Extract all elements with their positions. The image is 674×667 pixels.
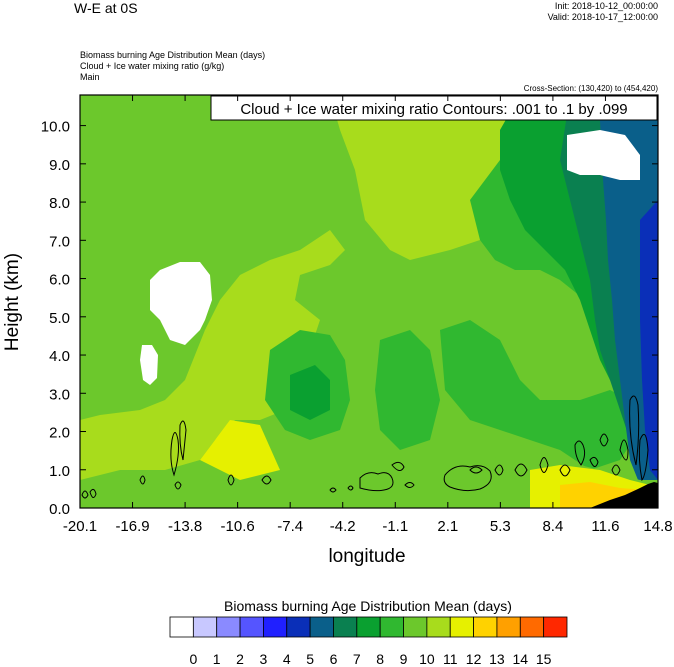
colorbar-box xyxy=(403,616,428,638)
colorbar-box xyxy=(169,616,194,638)
colorbar-label: 8 xyxy=(376,651,384,667)
x-tick-label: -10.6 xyxy=(221,518,255,535)
colorbar-label: 9 xyxy=(400,651,408,667)
y-tick-label: 3.0 xyxy=(49,386,70,403)
colorbar-box xyxy=(192,616,218,638)
cloud-contours xyxy=(81,395,649,499)
colorbar-title: Biomass burning Age Distribution Mean (d… xyxy=(224,598,512,614)
colorbar-label: 1 xyxy=(213,651,221,667)
x-tick-label: -7.4 xyxy=(277,518,303,535)
colorbar-box xyxy=(333,616,358,638)
contour-info-text: Cloud + Ice water mixing ratio Contours:… xyxy=(240,101,627,118)
age-field-shading xyxy=(80,95,658,508)
contour-info-box xyxy=(210,95,658,121)
y-tick-label: 9.0 xyxy=(49,157,70,174)
field-label-cloud: Cloud + Ice water mixing ratio (g/kg) xyxy=(80,61,225,71)
cross-section-label: Cross-Section: (130,420) to (454,420) xyxy=(523,84,658,93)
y-tick-label: 8.0 xyxy=(49,195,70,212)
y-tick-label: 10.0 xyxy=(41,119,70,136)
y-axis-label: Height (km) xyxy=(2,253,23,351)
init-time: Init: 2018-10-12_00:00:00 xyxy=(554,1,658,11)
field-label-age: Biomass burning Age Distribution Mean (d… xyxy=(80,50,266,60)
colorbar-box xyxy=(543,616,568,638)
colorbar-box xyxy=(263,616,288,638)
colorbar-box xyxy=(519,616,545,638)
colorbar-label: 11 xyxy=(443,651,458,667)
field-label-main: Main xyxy=(80,72,100,82)
y-tick-label: 1.0 xyxy=(49,463,70,480)
y-axis-ticks: 0.0 1.0 2.0 3.0 4.0 5.0 6.0 7.0 8.0 9.0 10.0 xyxy=(41,119,658,518)
colorbar-box xyxy=(473,616,498,638)
colorbar-box xyxy=(496,616,521,638)
colorbar-box xyxy=(286,616,311,638)
y-tick-label: 6.0 xyxy=(49,272,70,289)
colorbar-box xyxy=(449,616,474,638)
colorbar-label: 10 xyxy=(419,651,435,667)
colorbar-label: 15 xyxy=(536,651,552,667)
x-tick-label: -20.1 xyxy=(63,518,97,535)
colorbar-box xyxy=(356,616,381,638)
x-axis-ticks: -20.1 -16.9 -13.8 -10.6 -7.4 -4.2 -1.1 2.1 5.3 8.… xyxy=(63,95,673,535)
colorbar-label: 4 xyxy=(283,651,291,667)
colorbar-label: 7 xyxy=(353,651,361,667)
x-tick-label: -13.8 xyxy=(168,518,202,535)
colorbar-box xyxy=(379,616,404,638)
x-tick-label: 8.4 xyxy=(542,518,563,535)
y-tick-label: 5.0 xyxy=(49,310,70,327)
colorbar-label: 3 xyxy=(260,651,268,667)
y-tick-label: 7.0 xyxy=(49,233,70,250)
x-tick-label: -4.2 xyxy=(330,518,356,535)
colorbar-label: 5 xyxy=(306,651,314,667)
x-tick-label: 2.1 xyxy=(437,518,458,535)
colorbar-box xyxy=(216,616,241,638)
colorbar-label: 14 xyxy=(513,651,529,667)
colorbar-label: 12 xyxy=(466,651,482,667)
x-tick-label: -1.1 xyxy=(382,518,408,535)
page-title: W-E at 0S xyxy=(74,0,138,16)
x-tick-label: 11.6 xyxy=(591,518,619,535)
y-tick-label: 4.0 xyxy=(49,348,70,365)
y-tick-label: 0.0 xyxy=(49,501,70,518)
colorbar-label: 0 xyxy=(189,651,197,667)
colorbar-box xyxy=(426,616,451,638)
x-tick-label: -16.9 xyxy=(115,518,149,535)
x-tick-label: 14.8 xyxy=(643,518,672,535)
plot-frame xyxy=(79,94,659,509)
colorbar-label: 13 xyxy=(489,651,505,667)
colorbar-box xyxy=(309,616,334,638)
x-tick-label: 5.3 xyxy=(490,518,511,535)
y-tick-label: 2.0 xyxy=(49,425,70,442)
colorbar-label: 2 xyxy=(236,651,244,667)
colorbar-label: 6 xyxy=(330,651,338,667)
colorbar-labels: 0 1 2 3 4 5 6 7 8 9 10 11 12 13 14 15 xyxy=(189,651,551,667)
colorbar xyxy=(169,616,568,638)
x-axis-label: longitude xyxy=(328,546,405,567)
colorbar-box xyxy=(239,616,264,638)
valid-time: Valid: 2018-10-17_12:00:00 xyxy=(547,12,658,22)
